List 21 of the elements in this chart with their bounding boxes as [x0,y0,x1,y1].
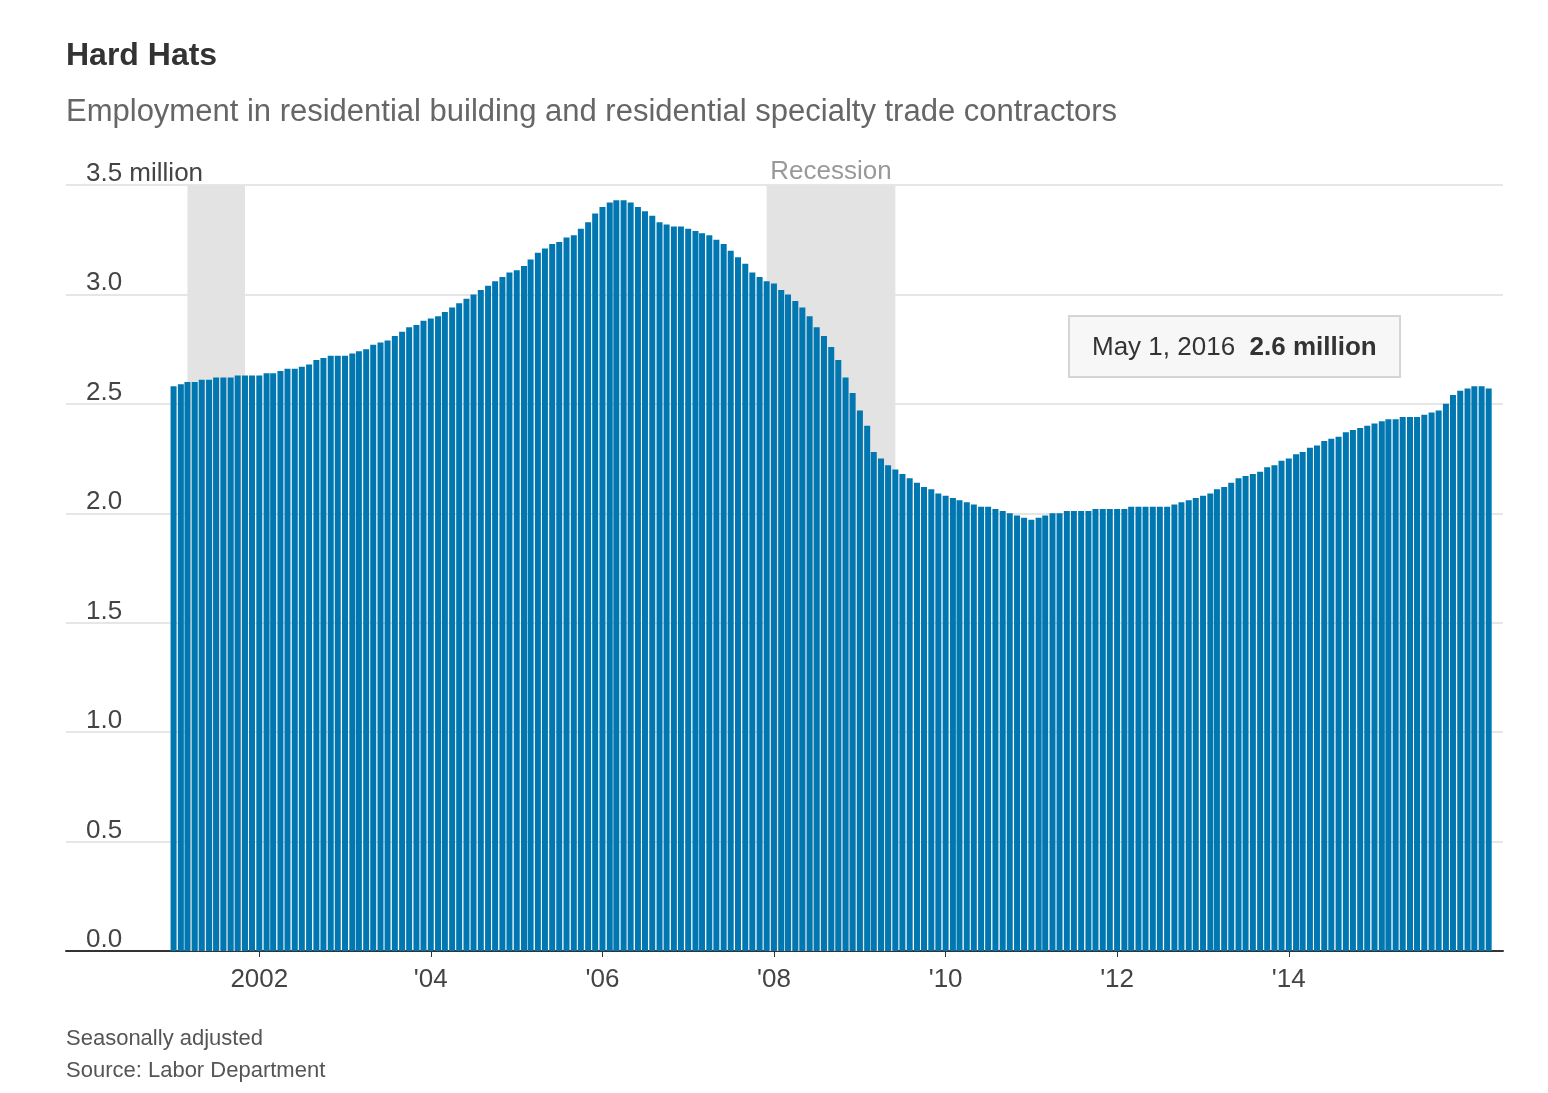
y-tick-label: 2.0 [86,485,123,516]
y-tick-label: 3.5 million [86,157,204,187]
y-tick-label: 1.5 [86,594,123,625]
y-tick-label: 0.5 [86,813,123,844]
x-tick-label: 2002 [230,963,289,993]
chart-title: Hard Hats [66,36,218,72]
x-tick-label: '06 [585,963,620,993]
text: Seasonally adjusted [66,1024,263,1050]
y-tick-label: 2.5 [86,375,123,406]
x-tick-label: '04 [413,963,448,993]
chart-subtitle: Employment in residential building and residential specialty trade contractors [66,92,1118,128]
annotation: May 1, 2016 2.6 million [1068,315,1401,378]
x-tick-label: '10 [928,963,963,993]
y-tick-label: 1.0 [86,704,123,735]
y-tick-label: 0.0 [86,923,123,953]
y-tick-label: 3.0 [86,266,123,297]
x-tick-label: '12 [1100,963,1135,993]
x-tick-label: '14 [1271,963,1306,993]
source-note: Source: Labor Department [66,1056,326,1082]
x-tick-label: '08 [756,963,791,993]
band-label: Recession [770,155,892,185]
